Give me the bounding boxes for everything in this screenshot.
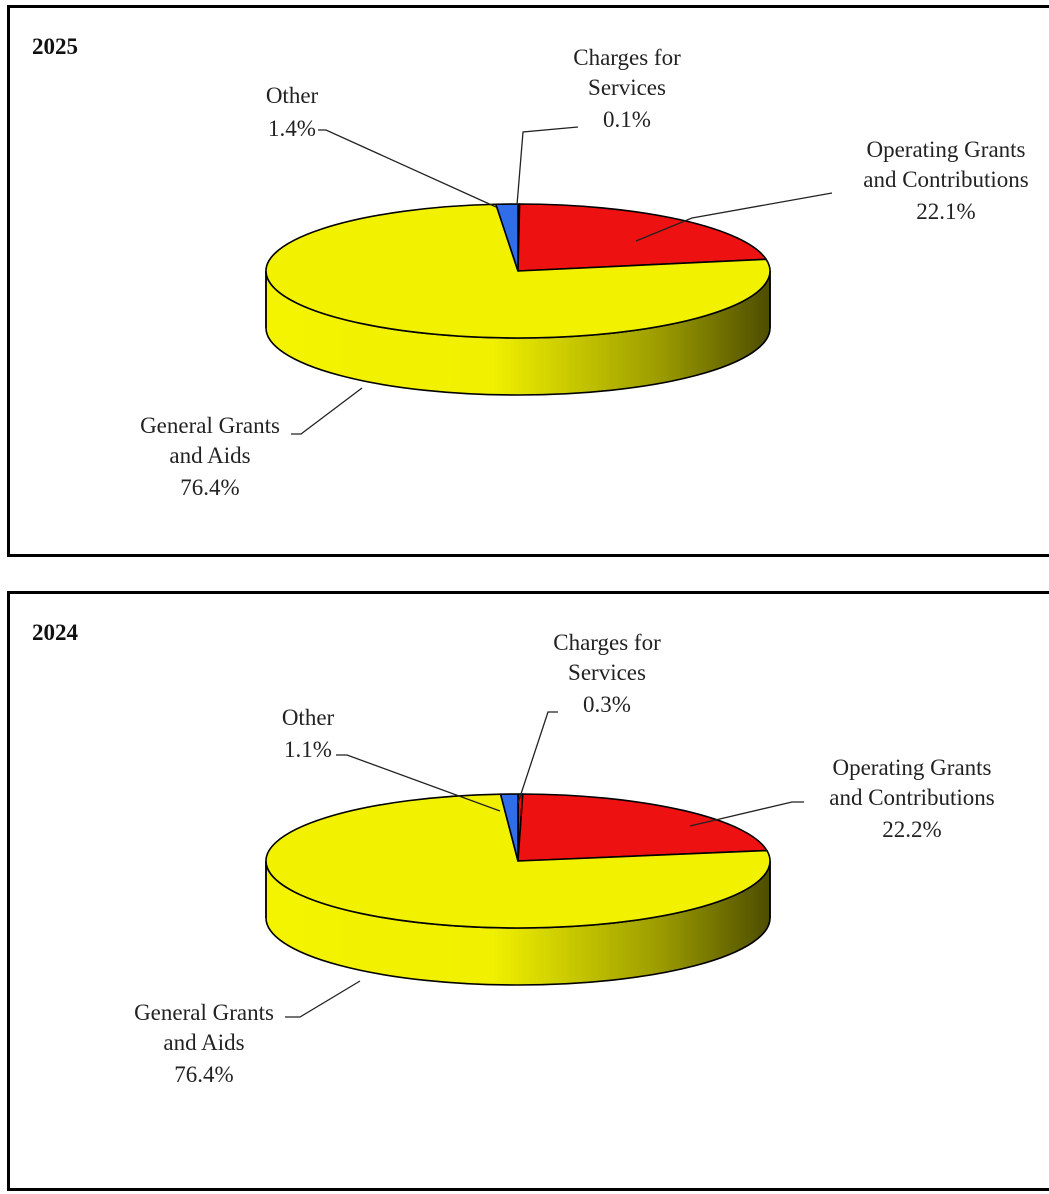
label-general-grants: General Grants and Aids 76.4%	[134, 1000, 274, 1087]
slice-label-line: and Aids	[169, 443, 250, 468]
slice-label-line: and Contributions	[863, 167, 1029, 192]
leader-other-line	[336, 754, 501, 812]
label-charges-for-services: Charges for Services 0.3%	[553, 630, 661, 717]
leader-general-line	[291, 387, 363, 435]
pie-slice	[495, 203, 519, 272]
slice-label-line: Charges for	[573, 45, 681, 70]
label-charges-for-services: Charges for Services 0.1%	[573, 45, 681, 132]
slice-label-line: Operating Grants	[832, 755, 991, 780]
pie-group	[265, 711, 804, 1018]
leader-other-line	[318, 129, 497, 208]
slice-percent-label: 0.1%	[603, 107, 651, 132]
chart-panel-2024: 2024 Charges for Services 0.3% Operating…	[7, 591, 1049, 1191]
slice-label-line: and Aids	[163, 1030, 244, 1055]
slice-label-line: and Contributions	[829, 785, 995, 810]
label-other: Other 1.1%	[282, 705, 335, 762]
slice-label-line: Services	[588, 75, 666, 100]
slice-percent-label: 1.4%	[268, 116, 316, 141]
slice-label-line: Other	[282, 705, 335, 730]
chart-panel-2025: 2025 Charges for Services 0.1% Operating…	[7, 5, 1049, 557]
pie-slice	[517, 203, 767, 272]
slice-label-line: Charges for	[553, 630, 661, 655]
slice-percent-label: 76.4%	[180, 475, 239, 500]
pie-group	[265, 126, 833, 435]
pie-slice	[499, 793, 519, 862]
pie-chart-2025: 2025 Charges for Services 0.1% Operating…	[32, 34, 1029, 500]
leader-operating-line	[635, 192, 833, 242]
label-other: Other 1.4%	[266, 83, 319, 141]
slice-label-line: Services	[568, 660, 646, 685]
chart-title: 2024	[32, 620, 79, 645]
slice-percent-label: 22.1%	[916, 199, 975, 224]
slice-percent-label: 0.3%	[583, 692, 631, 717]
slice-label-line: General Grants	[140, 413, 280, 438]
slice-percent-label: 1.1%	[284, 737, 332, 762]
label-operating-grants: Operating Grants and Contributions 22.2%	[829, 755, 995, 842]
leader-charges-line	[516, 126, 579, 206]
pie-slice	[517, 793, 768, 862]
leader-charges-line	[517, 711, 558, 804]
label-operating-grants: Operating Grants and Contributions 22.1%	[863, 137, 1029, 224]
leader-operating-line	[689, 801, 804, 827]
label-general-grants: General Grants and Aids 76.4%	[140, 413, 280, 500]
chart-title: 2025	[32, 34, 78, 59]
pie-chart-2024: 2024 Charges for Services 0.3% Operating…	[32, 620, 995, 1087]
slice-label-line: Operating Grants	[866, 137, 1025, 162]
slice-percent-label: 76.4%	[174, 1062, 233, 1087]
slice-percent-label: 22.2%	[882, 817, 941, 842]
leader-general-line	[285, 980, 361, 1018]
slice-label-line: General Grants	[134, 1000, 274, 1025]
slice-label-line: Other	[266, 83, 319, 108]
